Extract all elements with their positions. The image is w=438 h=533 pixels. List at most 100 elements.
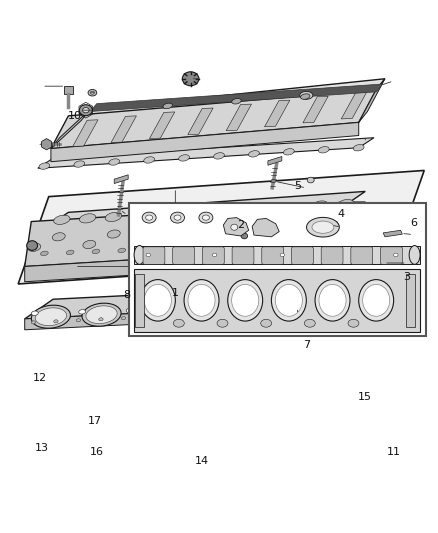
Ellipse shape xyxy=(327,219,340,227)
Ellipse shape xyxy=(301,309,306,311)
Polygon shape xyxy=(25,247,343,282)
Ellipse shape xyxy=(133,301,172,324)
Text: 5: 5 xyxy=(294,181,301,191)
FancyBboxPatch shape xyxy=(262,247,284,264)
Ellipse shape xyxy=(131,211,147,220)
Ellipse shape xyxy=(187,302,219,320)
Polygon shape xyxy=(114,175,128,183)
Ellipse shape xyxy=(35,308,67,326)
Ellipse shape xyxy=(28,243,41,252)
Ellipse shape xyxy=(373,260,381,266)
Polygon shape xyxy=(321,222,339,228)
FancyBboxPatch shape xyxy=(321,247,343,264)
Ellipse shape xyxy=(32,305,71,328)
Text: 2: 2 xyxy=(237,220,244,230)
Polygon shape xyxy=(223,217,249,236)
Ellipse shape xyxy=(202,215,209,220)
Ellipse shape xyxy=(157,209,173,219)
Polygon shape xyxy=(265,100,290,127)
Ellipse shape xyxy=(166,314,171,318)
Ellipse shape xyxy=(279,309,283,312)
Ellipse shape xyxy=(170,246,177,251)
Ellipse shape xyxy=(31,321,35,324)
Polygon shape xyxy=(81,79,385,120)
Ellipse shape xyxy=(189,313,193,317)
Ellipse shape xyxy=(90,91,94,94)
Ellipse shape xyxy=(144,316,148,319)
Ellipse shape xyxy=(307,177,314,183)
Ellipse shape xyxy=(52,233,65,241)
Ellipse shape xyxy=(79,310,86,314)
Ellipse shape xyxy=(232,285,259,316)
Ellipse shape xyxy=(134,246,145,264)
Ellipse shape xyxy=(173,319,184,327)
Polygon shape xyxy=(111,116,136,142)
Ellipse shape xyxy=(348,319,359,327)
Ellipse shape xyxy=(221,305,228,310)
Ellipse shape xyxy=(214,152,224,159)
Ellipse shape xyxy=(394,253,398,257)
Ellipse shape xyxy=(179,155,190,161)
Text: 15: 15 xyxy=(358,392,372,402)
FancyBboxPatch shape xyxy=(381,247,403,264)
Ellipse shape xyxy=(221,244,229,249)
Ellipse shape xyxy=(184,280,219,321)
Ellipse shape xyxy=(92,249,100,254)
Ellipse shape xyxy=(40,251,48,256)
Ellipse shape xyxy=(363,285,390,316)
Text: 10: 10 xyxy=(68,111,82,121)
Polygon shape xyxy=(406,274,415,327)
Polygon shape xyxy=(252,219,279,237)
Text: 17: 17 xyxy=(88,416,102,426)
FancyBboxPatch shape xyxy=(143,247,165,264)
Ellipse shape xyxy=(188,285,215,316)
Text: 6: 6 xyxy=(410,218,417,228)
Polygon shape xyxy=(343,202,365,247)
Ellipse shape xyxy=(273,242,280,247)
Ellipse shape xyxy=(234,297,273,320)
Polygon shape xyxy=(383,230,403,237)
Ellipse shape xyxy=(261,319,272,327)
Ellipse shape xyxy=(76,319,81,322)
Ellipse shape xyxy=(66,250,74,255)
Ellipse shape xyxy=(359,280,394,321)
Ellipse shape xyxy=(307,217,339,237)
Ellipse shape xyxy=(27,241,38,251)
Ellipse shape xyxy=(272,222,285,230)
Ellipse shape xyxy=(208,207,225,216)
Ellipse shape xyxy=(318,147,329,153)
Text: 12: 12 xyxy=(33,373,47,383)
Ellipse shape xyxy=(337,199,354,209)
Text: 1: 1 xyxy=(172,288,179,298)
Ellipse shape xyxy=(272,280,306,321)
Ellipse shape xyxy=(280,253,285,257)
Ellipse shape xyxy=(312,201,328,210)
Ellipse shape xyxy=(142,212,156,223)
Ellipse shape xyxy=(256,310,261,313)
Polygon shape xyxy=(25,284,361,319)
FancyBboxPatch shape xyxy=(291,247,313,264)
Polygon shape xyxy=(38,138,374,168)
Ellipse shape xyxy=(79,214,96,223)
Polygon shape xyxy=(90,84,383,111)
Ellipse shape xyxy=(248,151,259,157)
Ellipse shape xyxy=(212,253,217,257)
Ellipse shape xyxy=(121,317,126,320)
Ellipse shape xyxy=(324,240,332,245)
Ellipse shape xyxy=(82,303,121,326)
FancyBboxPatch shape xyxy=(351,247,373,264)
Polygon shape xyxy=(51,123,359,161)
Ellipse shape xyxy=(163,103,173,109)
Ellipse shape xyxy=(289,298,320,316)
Polygon shape xyxy=(134,246,420,264)
Ellipse shape xyxy=(211,312,215,316)
Text: 8: 8 xyxy=(124,290,131,300)
FancyBboxPatch shape xyxy=(202,247,224,264)
Text: 16: 16 xyxy=(90,447,104,457)
Ellipse shape xyxy=(300,92,313,99)
Ellipse shape xyxy=(319,285,346,316)
Ellipse shape xyxy=(248,232,261,240)
Polygon shape xyxy=(130,203,426,336)
Polygon shape xyxy=(64,86,73,94)
Ellipse shape xyxy=(83,240,96,248)
